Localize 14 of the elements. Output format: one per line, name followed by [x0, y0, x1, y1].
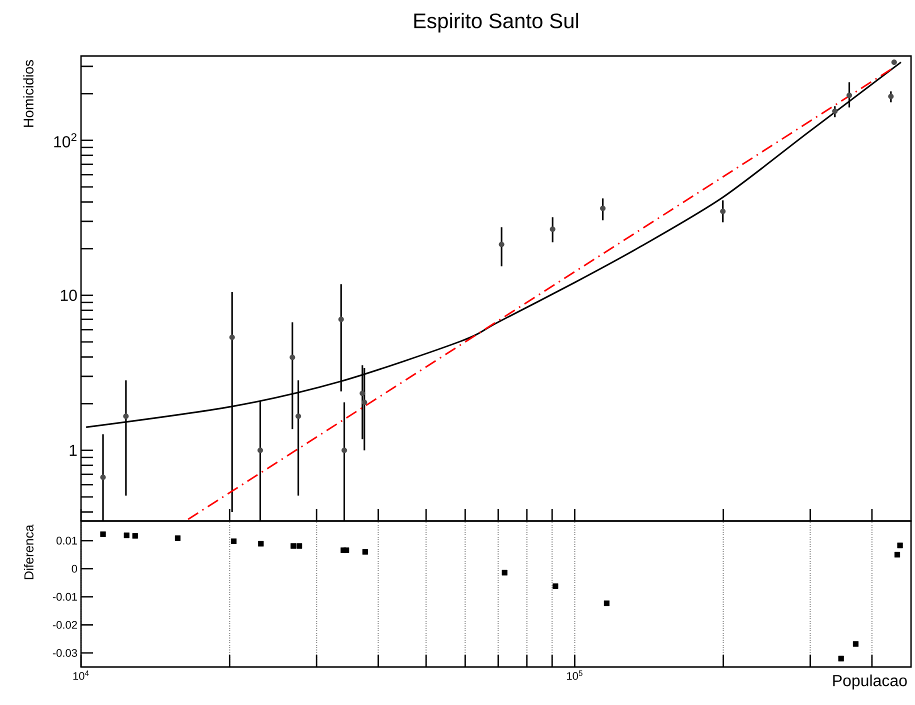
- y-tick-label: -0.03: [52, 649, 78, 657]
- y-tick-label: 10$^{2}$: [54, 133, 76, 148]
- y-tick-label: 0: [72, 564, 78, 573]
- y-tick-label: 0.01: [56, 536, 77, 545]
- y-tick-label: -0.01: [52, 592, 77, 601]
- y-tick-label: 10: [60, 290, 77, 301]
- y-axis-title: Homicidios: [23, 60, 34, 127]
- x-tick-label: 10$^{4}$: [73, 670, 89, 680]
- chart-title: Espirito Santo Sul: [414, 12, 578, 32]
- y-axis-title: Diferenca: [24, 524, 34, 580]
- y-tick-label: 1: [70, 444, 77, 456]
- x-tick-label: 10$^{5}$: [567, 670, 582, 680]
- y-tick-label: -0.02: [52, 621, 77, 629]
- x-axis-title: Populacao: [833, 674, 907, 690]
